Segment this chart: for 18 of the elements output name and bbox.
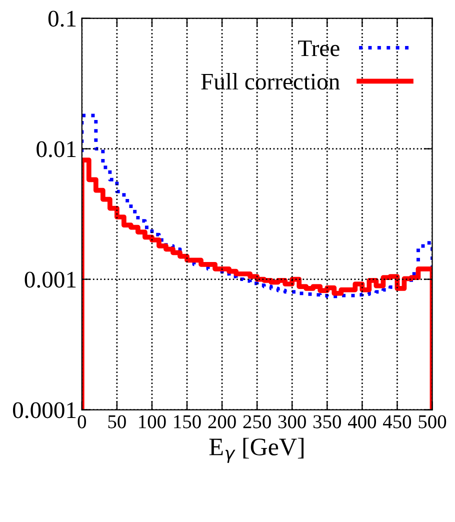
legend-label: Full correction [201, 73, 340, 90]
y-tick-label: 0.0001 [13, 402, 76, 418]
x-tick-label: 500 [418, 415, 446, 428]
x-tick-label: 0 [78, 415, 86, 428]
y-tick-label: 0.01 [36, 141, 76, 158]
x-tick-label: 50 [108, 415, 126, 428]
x-tick-label: 250 [243, 415, 271, 428]
y-tick-label: 0.001 [24, 272, 76, 288]
x-tick-label: 200 [208, 415, 236, 428]
x-tick-label: 100 [139, 415, 166, 428]
legend-label: Tree [298, 40, 340, 56]
x-axis-title: E$_{γ}$ [GeV] [209, 438, 304, 463]
y-tick-label: 0.1 [48, 10, 76, 27]
x-tick-label: 300 [278, 415, 306, 428]
x-tick-label: 450 [383, 415, 412, 428]
x-tick-label: 400 [348, 415, 376, 428]
x-tick-label: 350 [313, 415, 341, 428]
x-tick-label: 150 [174, 415, 201, 428]
